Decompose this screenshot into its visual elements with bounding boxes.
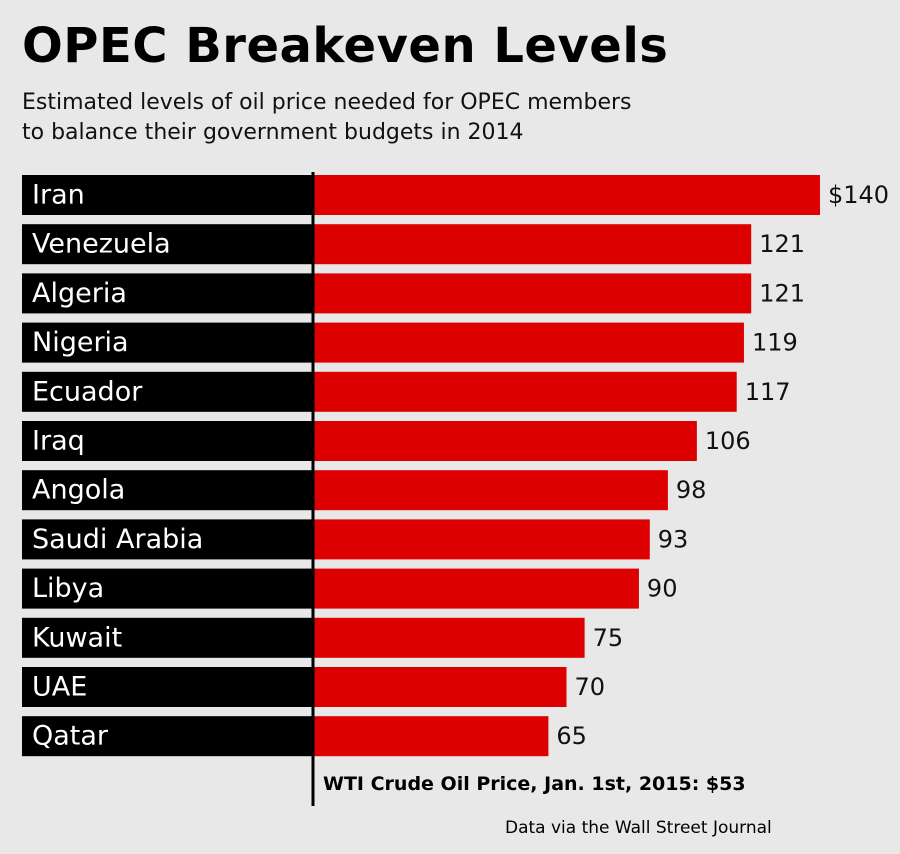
category-label-ecuador: Ecuador — [32, 376, 143, 407]
subtitle-line-2: to balance their government budgets in 2… — [22, 120, 524, 145]
bar-venezuela — [313, 224, 752, 265]
value-label-algeria: 121 — [759, 279, 805, 307]
category-label-saudi-arabia: Saudi Arabia — [32, 524, 203, 555]
wti-price-note: WTI Crude Oil Price, Jan. 1st, 2015: $53 — [323, 773, 746, 795]
bar-qatar — [313, 716, 549, 757]
subtitle-line-1: Estimated levels of oil price needed for… — [22, 90, 632, 115]
value-label-saudi-arabia: 93 — [658, 525, 689, 553]
category-label-bg-iraq — [22, 421, 313, 461]
value-label-iraq: 106 — [705, 427, 751, 455]
bar-libya — [313, 568, 639, 609]
category-label-iraq: Iraq — [32, 426, 85, 457]
bar-angola — [313, 470, 668, 511]
value-label-venezuela: 121 — [759, 230, 805, 258]
category-label-bg-libya — [22, 568, 313, 609]
bar-saudi-arabia — [313, 519, 650, 560]
bar-kuwait — [313, 617, 585, 658]
category-label-bg-venezuela — [22, 224, 313, 265]
category-label-bg-saudi-arabia — [22, 519, 313, 560]
category-label-bg-uae — [22, 667, 313, 707]
value-label-angola: 98 — [676, 476, 707, 504]
source-note: Data via the Wall Street Journal — [505, 818, 772, 838]
bar-iraq — [313, 421, 697, 461]
category-label-bg-iran — [22, 175, 313, 215]
category-label-bg-nigeria — [22, 322, 313, 363]
category-label-bg-algeria — [22, 273, 313, 314]
category-label-kuwait: Kuwait — [32, 622, 122, 653]
category-label-iran: Iran — [32, 180, 85, 211]
category-label-venezuela: Venezuela — [32, 229, 171, 260]
value-label-nigeria: 119 — [752, 329, 798, 357]
bar-nigeria — [313, 322, 744, 363]
bar-uae — [313, 667, 567, 707]
bar-iran — [313, 175, 820, 215]
category-label-uae: UAE — [32, 672, 87, 703]
category-label-angola: Angola — [32, 475, 125, 506]
category-label-nigeria: Nigeria — [32, 327, 129, 358]
value-label-iran: $140 — [828, 181, 889, 209]
chart-subtitle: Estimated levels of oil price needed for… — [22, 88, 722, 148]
value-label-uae: 70 — [575, 673, 606, 701]
category-label-qatar: Qatar — [32, 721, 109, 752]
category-label-bg-qatar — [22, 716, 313, 757]
bar-ecuador — [313, 371, 737, 412]
bar-algeria — [313, 273, 752, 314]
chart-title: OPEC Breakeven Levels — [22, 18, 669, 74]
category-label-libya: Libya — [32, 573, 104, 604]
value-label-libya: 90 — [647, 575, 678, 603]
value-label-kuwait: 75 — [593, 624, 624, 652]
category-label-bg-angola — [22, 470, 313, 511]
value-label-ecuador: 117 — [745, 378, 791, 406]
value-label-qatar: 65 — [556, 722, 587, 750]
category-label-bg-kuwait — [22, 617, 313, 658]
category-label-algeria: Algeria — [32, 278, 127, 309]
category-label-bg-ecuador — [22, 371, 313, 412]
